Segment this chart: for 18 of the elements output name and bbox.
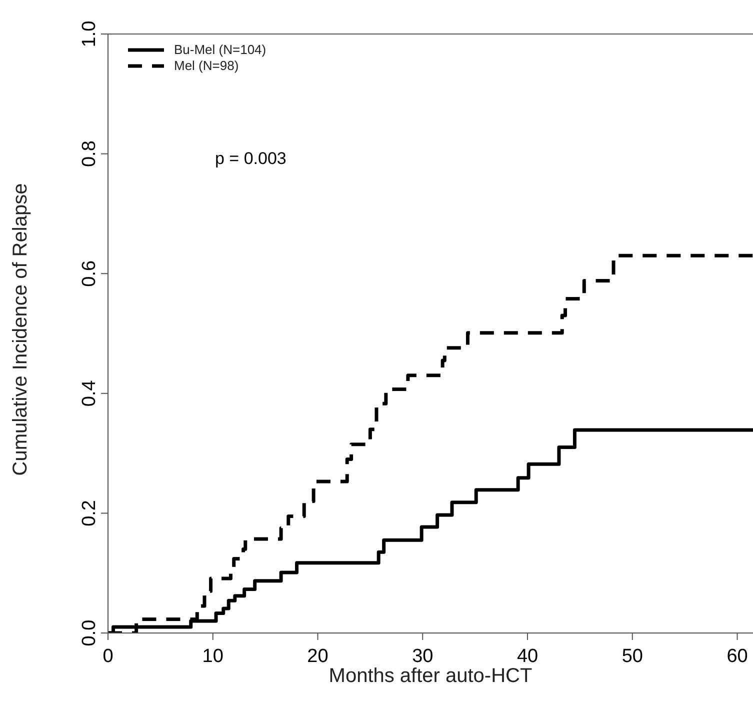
legend-label: Bu-Mel (N=104) <box>174 42 266 57</box>
y-tick-label: 0.4 <box>79 380 100 407</box>
x-tick-label: 20 <box>307 646 328 667</box>
x-axis-title: Months after auto-HCT <box>328 665 532 687</box>
y-tick-label: 1.0 <box>79 20 100 48</box>
annotation: p = 0.003 <box>215 149 286 169</box>
x-tick-label: 60 <box>726 646 748 667</box>
x-tick-label: 30 <box>412 646 434 667</box>
legend-label: Mel (N=98) <box>174 58 239 73</box>
x-tick-label: 50 <box>622 646 643 667</box>
y-tick-label: 0.6 <box>79 260 100 287</box>
y-tick-label: 0.8 <box>79 140 100 168</box>
x-tick-label: 40 <box>516 646 538 667</box>
y-tick-label: 0.0 <box>79 620 100 646</box>
y-axis-title: Cumulative Incidence of Relapse <box>10 182 32 476</box>
x-tick-label: 0 <box>102 646 114 667</box>
y-tick-label: 0.2 <box>79 500 100 526</box>
x-tick-label: 10 <box>202 646 224 667</box>
